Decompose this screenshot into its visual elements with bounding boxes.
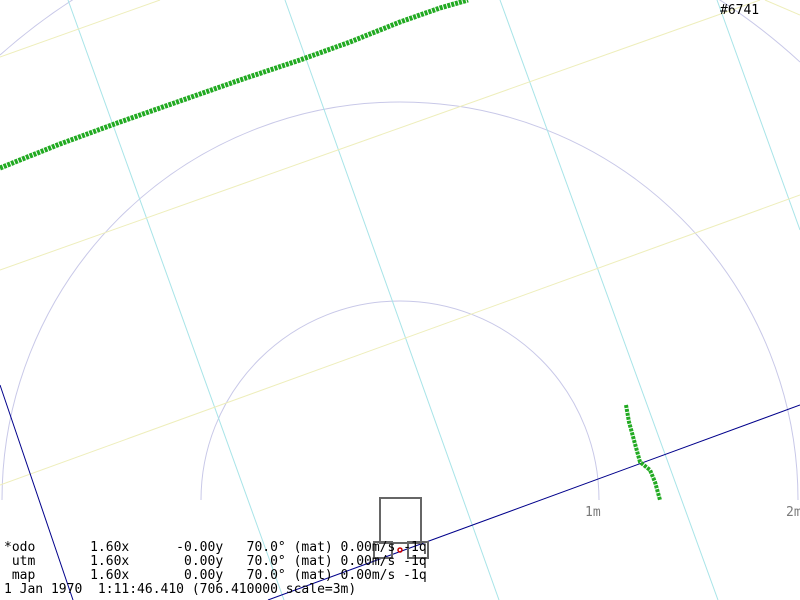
robot-body [379, 497, 422, 544]
scan-wall-right [624, 404, 662, 501]
grid-line [499, 0, 719, 600]
heading-lines [0, 384, 800, 600]
range-ring-3m [0, 0, 800, 63]
status-utm: utm 1.60x 0.00y 70.0° (mat) 0.00m/s -1q [4, 554, 427, 569]
grid-lines-yellow [0, 0, 800, 486]
robot-wheel-right [407, 541, 429, 559]
grid-line [764, 0, 800, 16]
range-rings [0, 0, 800, 501]
grid-line [0, 0, 761, 271]
robot [373, 497, 429, 559]
heading-line [0, 384, 74, 600]
robot-wheel-left [373, 541, 393, 559]
range-ring-2m [1, 101, 799, 501]
grid-line [284, 0, 500, 600]
grid-line [716, 0, 800, 231]
grid-line [0, 0, 161, 58]
scan-wall-top [0, 0, 469, 171]
status-time: 1 Jan 1970 1:11:46.410 (706.410000 scale… [4, 582, 357, 597]
status-map: map 1.60x 0.00y 70.0° (mat) 0.00m/s -1q [4, 568, 427, 583]
frame-counter: #6741 [720, 3, 759, 18]
grid-lines-cyan [67, 0, 800, 600]
range-label-1m: 1m [585, 505, 601, 520]
scan-points [0, 0, 662, 501]
range-label-2m: 2m [786, 505, 800, 520]
status-odo: *odo 1.60x -0.00y 70.0° (mat) 0.00m/s -1… [4, 540, 427, 555]
range-ring-1m [200, 300, 600, 501]
grid-line [0, 194, 800, 486]
grid-line [67, 0, 285, 600]
robot-center-marker [397, 547, 403, 553]
heading-line [267, 404, 800, 600]
